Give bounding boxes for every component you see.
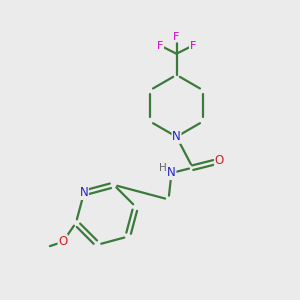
Text: N: N bbox=[167, 167, 176, 179]
Text: F: F bbox=[190, 41, 196, 51]
Text: F: F bbox=[157, 41, 164, 51]
Text: O: O bbox=[214, 154, 224, 167]
Text: N: N bbox=[80, 186, 88, 200]
Text: N: N bbox=[172, 130, 181, 143]
Text: O: O bbox=[58, 235, 67, 248]
Text: H: H bbox=[159, 163, 167, 173]
Text: F: F bbox=[173, 32, 180, 42]
